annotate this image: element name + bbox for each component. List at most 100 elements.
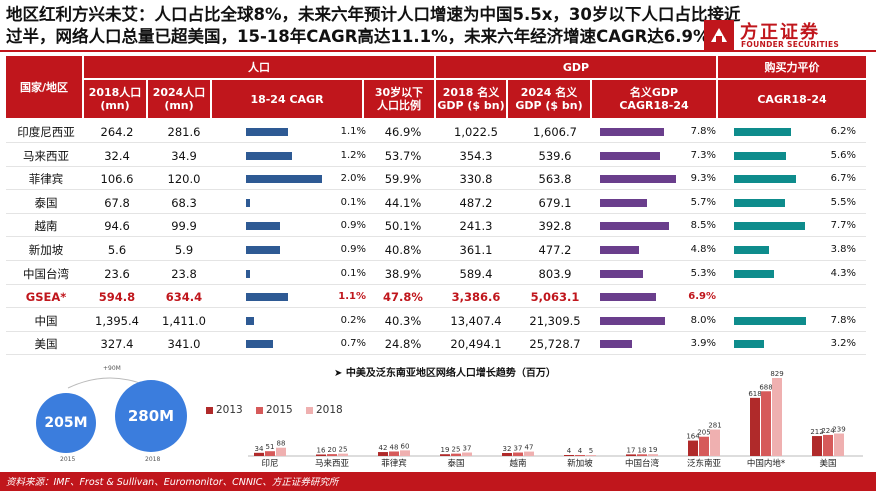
bar-2013 <box>378 452 388 456</box>
pop-cagr-bar <box>246 198 250 207</box>
data-label: 42 <box>379 444 388 452</box>
data-label: 618 <box>748 390 761 398</box>
data-label: 51 <box>266 443 275 451</box>
gdp-cagr-value: 6.9% <box>688 291 716 303</box>
young-ratio-cell: 50.1% <box>384 219 422 234</box>
category-label: 中国台湾 <box>625 458 660 468</box>
gdp2024-cell: 1,606.7 <box>533 125 577 139</box>
pop2024-cell: 1,411.0 <box>162 313 206 328</box>
bar-2018 <box>834 433 844 456</box>
category-label: 美国 <box>819 458 836 468</box>
legend-label-2013: 2013 <box>216 404 243 416</box>
data-label: 34 <box>255 445 264 453</box>
bar-2015 <box>513 452 523 456</box>
slide-title: 地区红利方兴未艾：人口占比全球8%，未来六年预计人口增速为中国5.5x，30岁以… <box>6 4 741 48</box>
gdp2024-cell: 679.1 <box>538 195 572 210</box>
pop-cagr-value: 1.1% <box>340 126 366 137</box>
ppp-cagr-value: 4.3% <box>830 267 856 279</box>
category-label: 新加坡 <box>567 458 593 468</box>
data-label: 5 <box>589 447 593 455</box>
legend-label-2018: 2018 <box>316 404 343 416</box>
bar-2013 <box>254 452 264 456</box>
country-cell: GSEA* <box>25 290 67 305</box>
gdp2024-cell: 5,063.1 <box>530 290 580 305</box>
data-label: 37 <box>514 445 523 453</box>
gdp-cagr-bar <box>600 198 647 207</box>
ppp-cagr-bar <box>734 198 785 207</box>
pop-cagr-value: 0.7% <box>340 338 366 350</box>
bar-2015 <box>327 454 337 456</box>
chart-title: ➤ 中美及泛东南亚地区网络人口增长趋势（百万） <box>334 364 556 379</box>
data-label: 25 <box>452 446 461 454</box>
country-cell: 泰国 <box>34 195 58 210</box>
gdp2018-cell: 20,494.1 <box>450 337 502 352</box>
country-cell: 中国 <box>34 313 58 328</box>
young-ratio-cell: 53.7% <box>384 148 422 163</box>
ppp-cagr-bar <box>734 222 806 231</box>
bar-2013 <box>626 454 636 456</box>
ppp-cagr-value: 5.5% <box>830 196 856 208</box>
bar-2018 <box>400 450 410 456</box>
data-label: 20 <box>328 446 337 454</box>
gdp2024-cell: 392.8 <box>538 219 572 234</box>
gdp-cagr-bar <box>600 269 644 278</box>
pop2024-cell: 341.0 <box>167 337 201 352</box>
data-label: 25 <box>339 446 348 454</box>
header-gdp: GDP <box>436 56 716 78</box>
country-cell: 马来西亚 <box>23 148 69 163</box>
data-label: 60 <box>401 442 410 450</box>
data-label: 47 <box>525 444 534 452</box>
bar-2015 <box>575 455 585 456</box>
young-ratio-cell: 44.1% <box>384 195 422 210</box>
header-pop2024: 2024人口 (mn) <box>148 80 210 118</box>
gdp-cagr-value: 7.8% <box>690 126 716 137</box>
gdp2018-cell: 487.2 <box>459 195 493 210</box>
gdp-cagr-value: 8.0% <box>690 314 716 326</box>
gdp-cagr-bar <box>600 175 676 184</box>
table-row: 美国 327.4 341.0 0.7% 24.8% 20,494.1 25,728.7 3.9… <box>6 333 866 356</box>
ppp-cagr-bar <box>734 175 796 184</box>
young-ratio-cell: 40.3% <box>384 313 422 328</box>
gdp-cagr-value: 9.3% <box>690 173 716 185</box>
pop2018-cell: 327.4 <box>100 337 134 352</box>
ppp-cagr-bar <box>734 246 770 254</box>
pop-cagr-bar <box>246 175 322 184</box>
gdp2018-cell: 330.8 <box>459 172 493 187</box>
bar-2013 <box>440 454 450 456</box>
data-label: 688 <box>759 383 772 391</box>
logo-name-en: FOUNDER SECURITIES <box>741 40 840 49</box>
table-row: 印度尼西亚 264.2 281.6 1.1% 46.9% 1,022.5 1,606.7 7.… <box>6 121 866 143</box>
young-ratio-cell: 38.9% <box>384 266 422 281</box>
gdp-cagr-value: 7.3% <box>690 149 716 161</box>
ppp-cagr-value: 3.2% <box>830 338 856 350</box>
gdp-cagr-value: 5.3% <box>690 267 716 279</box>
data-label: 4 <box>567 447 572 455</box>
ppp-cagr-bar <box>734 316 806 325</box>
pop-cagr-bar <box>246 246 281 254</box>
bar-2015 <box>699 436 709 456</box>
data-label: 19 <box>649 446 658 454</box>
gdp-cagr-bar <box>600 340 632 349</box>
category-label: 越南 <box>509 458 526 468</box>
pop-cagr-bar <box>246 151 292 160</box>
table-row: 马来西亚 32.4 34.9 1.2% 53.7% 354.3 539.6 7.3% 5.6% <box>6 145 866 167</box>
ppp-cagr-value: 3.8% <box>830 244 856 255</box>
country-cell: 美国 <box>34 337 58 352</box>
table-row: 新加坡 5.6 5.9 0.9% 40.8% 361.1 477.2 4.8% 3.8% <box>6 239 866 261</box>
pop-cagr-value: 0.9% <box>340 220 366 232</box>
bar-2018 <box>710 429 720 456</box>
gdp2024-cell: 803.9 <box>538 266 572 281</box>
category-label: 马来西亚 <box>315 459 350 468</box>
header-ppp-cagr: CAGR18-24 <box>718 80 866 118</box>
header-population: 人口 <box>84 56 434 78</box>
bar-2018 <box>338 453 348 456</box>
pop-cagr-bar <box>246 293 288 302</box>
data-label: 17 <box>627 446 636 454</box>
title-line-1: 地区红利方兴未艾：人口占比全球8%，未来六年预计人口增速为中国5.5x，30岁以… <box>6 5 741 24</box>
chart-title-text: 中美及泛东南亚地区网络人口增长趋势（百万） <box>345 368 556 379</box>
data-label: 4 <box>578 447 583 455</box>
data-label: 37 <box>463 445 472 453</box>
logo-name-cn: 方正证券 <box>740 22 820 43</box>
country-cell: 菲律宾 <box>28 172 64 187</box>
source-note: 资料来源：IMF、Frost & Sullivan、Euromonitor、CN… <box>6 477 339 488</box>
